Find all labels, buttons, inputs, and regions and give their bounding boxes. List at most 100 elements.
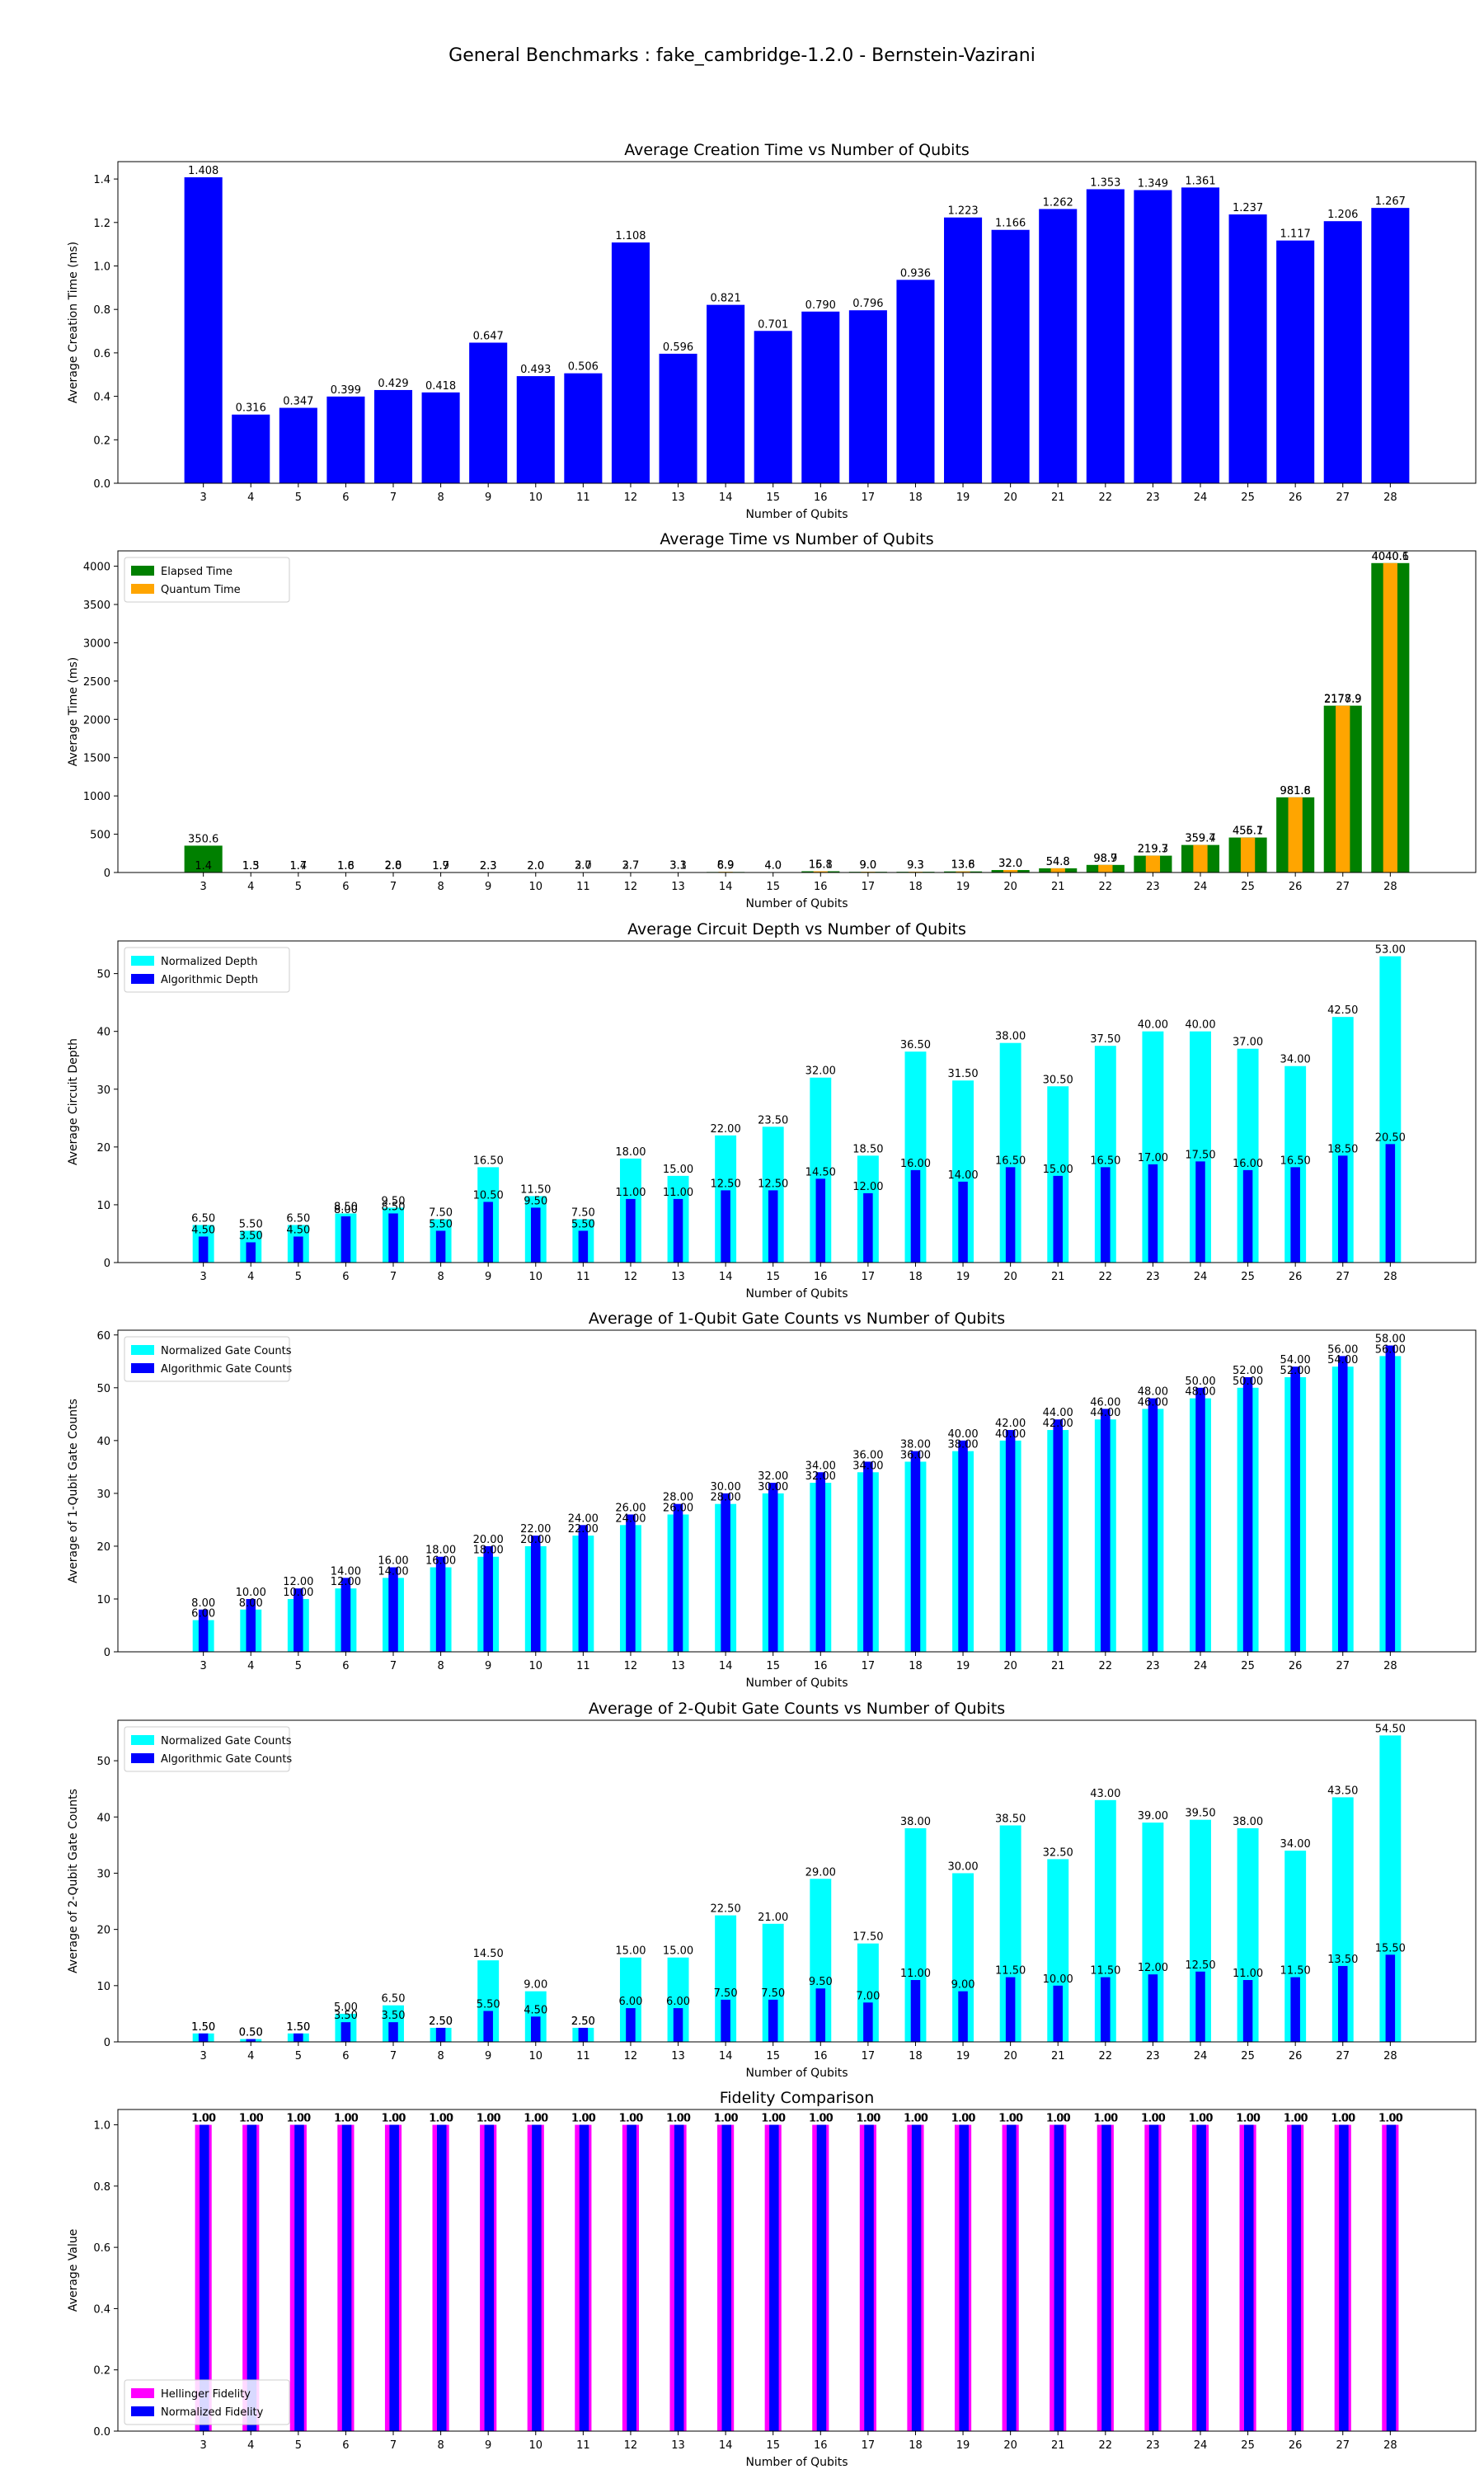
- y-tick-label: 1.4: [93, 174, 110, 186]
- legend-label: Algorithmic Depth: [161, 974, 258, 986]
- bar: [578, 2027, 589, 2042]
- bar: [579, 2124, 589, 2431]
- y-tick-label: 0.0: [93, 478, 110, 491]
- x-tick-label: 12: [624, 1660, 638, 1672]
- data-label: 53.00: [1375, 944, 1406, 957]
- x-tick-label: 16: [814, 492, 828, 504]
- data-label: 2.7: [622, 860, 640, 872]
- data-label: 8.00: [191, 1597, 215, 1610]
- y-tick-label: 50: [96, 1756, 110, 1768]
- x-tick-label: 15: [766, 1660, 780, 1672]
- data-label: 2.50: [429, 2015, 453, 2028]
- bar: [484, 2124, 495, 2431]
- y-tick-label: 50: [96, 1383, 110, 1395]
- data-label: 52.00: [1280, 1365, 1311, 1377]
- data-label: 34.00: [1280, 1838, 1311, 1851]
- series-algorithmic-gate-counts: [198, 1954, 1396, 2042]
- data-label: 1.00: [856, 2113, 880, 2125]
- data-label: 1.00: [666, 2113, 690, 2125]
- data-label: 6.9: [717, 859, 735, 872]
- bar: [1195, 1161, 1205, 1263]
- bar: [246, 1242, 256, 1263]
- bar: [1323, 221, 1362, 483]
- x-tick-label: 20: [1003, 2439, 1017, 2452]
- data-label: 1.00: [1190, 2113, 1214, 2125]
- series-elapsed-time: [184, 562, 1410, 872]
- data-label: 981.6: [1280, 785, 1311, 797]
- data-label: 12.00: [331, 1576, 361, 1588]
- data-label: 40.00: [947, 1428, 978, 1441]
- y-tick-label: 0: [104, 1647, 110, 1659]
- x-tick-label: 19: [956, 492, 970, 504]
- bar: [294, 1236, 303, 1263]
- data-label: 1.00: [857, 2113, 881, 2125]
- data-label: 22.00: [711, 1123, 741, 1136]
- x-axis: 3 4 5 6 7 8 9 10 11 12 13 14 15 16 17 18 19 20 21 22 23 24 25 2…: [200, 2042, 1397, 2062]
- bar: [200, 2124, 209, 2431]
- x-tick-label: 12: [624, 2050, 638, 2062]
- x-tick-label: 7: [390, 492, 397, 504]
- bar: [340, 1578, 351, 1652]
- bar: [958, 1991, 968, 2042]
- bar: [626, 2008, 636, 2042]
- x-tick-label: 8: [437, 1271, 444, 1283]
- data-label: 30.00: [711, 1481, 741, 1493]
- data-label: 38.00: [947, 1439, 978, 1451]
- x-tick-label: 15: [766, 492, 780, 504]
- bar: [294, 2033, 303, 2042]
- bar: [1276, 240, 1315, 483]
- bar: [1098, 864, 1113, 872]
- y-axis-label: Average Time (ms): [67, 657, 80, 767]
- data-label: 15.50: [1375, 1942, 1406, 1954]
- data-label: 16.50: [1090, 1155, 1120, 1167]
- x-tick-label: 13: [671, 2439, 685, 2452]
- data-label: 3.0: [575, 860, 592, 872]
- y-axis-label: Average Value: [67, 2229, 80, 2312]
- x-tick-label: 3: [200, 2050, 207, 2062]
- data-labels: 1.4 1.3 1.4 1.8 2.8 1.7 2.3 2.0 2.7 2.7 3.1 8.9 4.0 1…: [195, 551, 1409, 872]
- x-tick-label: 28: [1383, 2439, 1397, 2452]
- bar: [673, 1503, 683, 1652]
- data-label: 50.00: [1233, 1376, 1263, 1388]
- x-tick-label: 17: [862, 2439, 876, 2452]
- legend-swatch: [131, 1345, 154, 1355]
- y-tick-label: 30: [96, 1489, 110, 1501]
- bar: [1242, 1980, 1253, 2042]
- legend-label: Normalized Gate Counts: [161, 1735, 292, 1747]
- x-tick-label: 6: [342, 1660, 349, 1672]
- data-label: 0.399: [331, 384, 361, 397]
- data-label: 58.00: [1375, 1333, 1406, 1346]
- x-tick-label: 23: [1146, 881, 1160, 893]
- data-label: 1.108: [615, 230, 646, 242]
- x-axis: 3 4 5 6 7 8 9 10 11 12 13 14 15 16 17 18 19 20 21 22 23 24 25 2…: [200, 1652, 1397, 1672]
- data-label: 2.7: [575, 860, 592, 872]
- x-tick-label: 13: [671, 881, 685, 893]
- bar: [435, 1556, 446, 1652]
- data-labels: 6.008.0010.0012.0014.0016.0018.0020.0022…: [191, 1343, 1406, 1620]
- bar: [1336, 705, 1350, 872]
- bar: [388, 1213, 398, 1263]
- legend-box: [124, 947, 290, 993]
- data-label: 54.00: [1327, 1354, 1358, 1366]
- x-tick-label: 19: [956, 1271, 970, 1283]
- data-label: 1.00: [1142, 2113, 1166, 2125]
- data-label: 1.00: [334, 2113, 358, 2125]
- y-axis-label: Average Creation Time (ms): [67, 242, 80, 403]
- bar: [1005, 1167, 1016, 1263]
- data-label: 34.00: [1280, 1054, 1311, 1066]
- data-labels: 1.408 0.316 0.347 0.399 0.429 0.418 0.647 0.493…: [188, 165, 1406, 415]
- x-tick-label: 26: [1289, 492, 1303, 504]
- data-label: 20.00: [520, 1534, 551, 1546]
- x-tick-label: 9: [485, 2439, 491, 2452]
- x-tick-label: 21: [1051, 1660, 1065, 1672]
- bar: [1086, 189, 1125, 483]
- bar: [1290, 1977, 1300, 2042]
- y-axis: 0 500 1000 1500 2000 2500 3000 3500 4000: [83, 562, 118, 880]
- data-label: 22.50: [711, 1903, 741, 1916]
- legend-label: Normalized Fidelity: [161, 2406, 264, 2419]
- data-label: 4.50: [286, 1224, 310, 1236]
- x-tick-label: 19: [956, 2050, 970, 2062]
- y-axis: 0.0 0.2 0.4 0.6 0.8 1.0 1.2 1.4: [93, 174, 118, 491]
- data-label: 16.50: [473, 1155, 504, 1167]
